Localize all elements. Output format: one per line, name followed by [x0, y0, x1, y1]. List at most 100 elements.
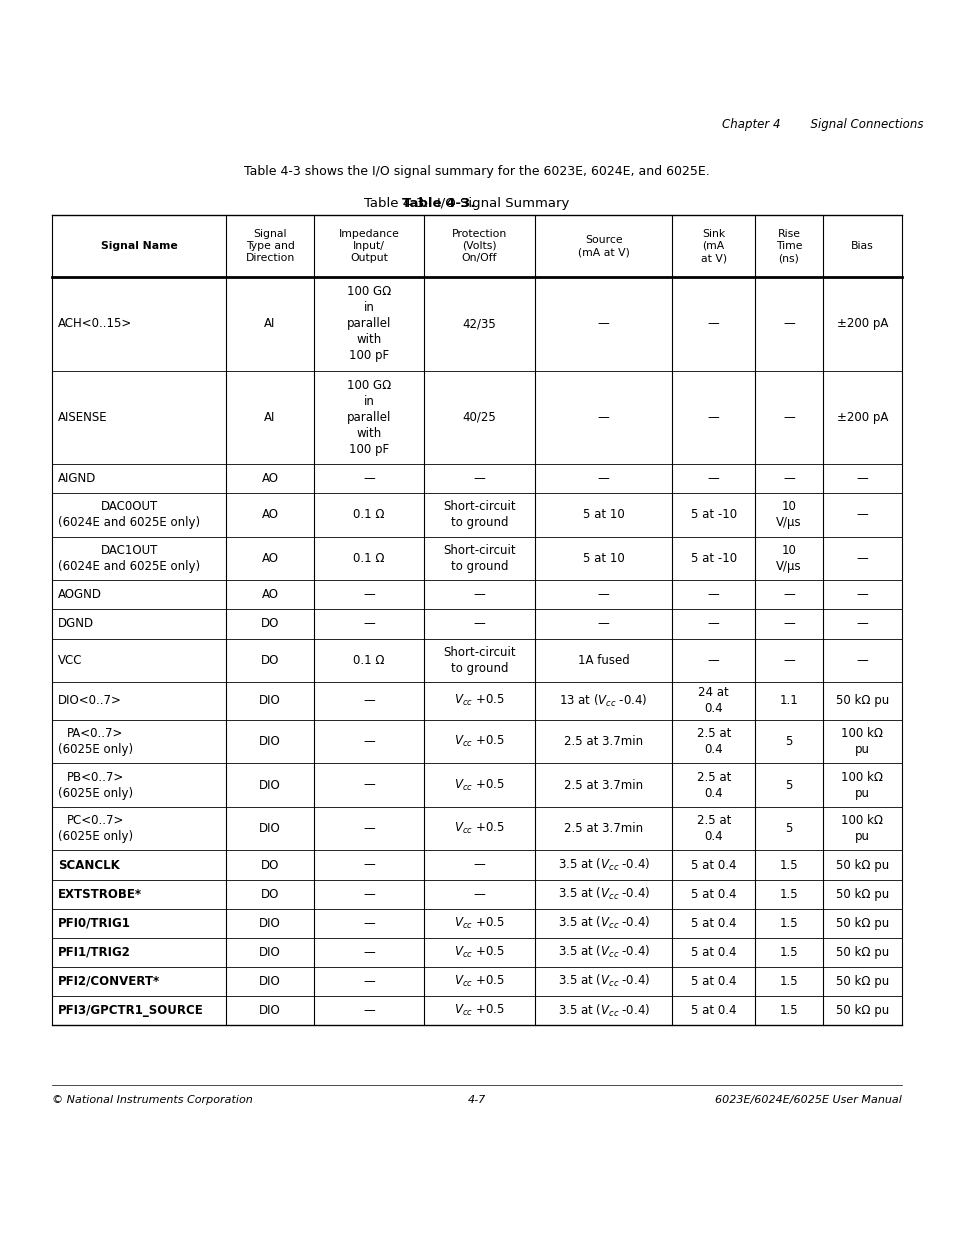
Text: —: —	[363, 618, 375, 631]
Text: —: —	[363, 974, 375, 988]
Text: DAC1OUT
(6024E and 6025E only): DAC1OUT (6024E and 6025E only)	[58, 545, 200, 573]
Text: $V_{cc}$ +0.5: $V_{cc}$ +0.5	[454, 693, 504, 709]
Text: AO: AO	[261, 472, 278, 485]
Text: 1.5: 1.5	[779, 1004, 798, 1016]
Text: DIO: DIO	[259, 1004, 280, 1016]
Text: 50 kΩ pu: 50 kΩ pu	[835, 694, 888, 708]
Text: 5: 5	[784, 778, 792, 792]
Text: DIO: DIO	[259, 694, 280, 708]
Text: 50 kΩ pu: 50 kΩ pu	[835, 974, 888, 988]
Text: Short-circuit
to ground: Short-circuit to ground	[443, 646, 516, 674]
Text: DO: DO	[260, 858, 279, 872]
Text: 5: 5	[784, 735, 792, 748]
Text: EXTSTROBE*: EXTSTROBE*	[58, 888, 142, 900]
Text: —: —	[363, 1004, 375, 1016]
Text: DIO: DIO	[259, 735, 280, 748]
Text: 50 kΩ pu: 50 kΩ pu	[835, 946, 888, 958]
Text: PFI0/TRIG1: PFI0/TRIG1	[58, 916, 131, 930]
Text: —: —	[707, 411, 719, 424]
Text: 2.5 at
0.4: 2.5 at 0.4	[696, 814, 730, 844]
Text: $V_{cc}$ +0.5: $V_{cc}$ +0.5	[454, 915, 504, 931]
Text: 10
V/μs: 10 V/μs	[776, 545, 801, 573]
Text: PA<0..7>
(6025E only): PA<0..7> (6025E only)	[58, 727, 133, 756]
Text: 2.5 at 3.7min: 2.5 at 3.7min	[563, 823, 642, 835]
Text: DIO<0..7>: DIO<0..7>	[58, 694, 122, 708]
Text: 40/25: 40/25	[462, 411, 496, 424]
Text: 2.5 at 3.7min: 2.5 at 3.7min	[563, 735, 642, 748]
Text: 10
V/μs: 10 V/μs	[776, 500, 801, 530]
Text: AOGND: AOGND	[58, 588, 102, 601]
Text: 4-7: 4-7	[467, 1095, 486, 1105]
Text: —: —	[363, 916, 375, 930]
Text: PFI3/GPCTR1_SOURCE: PFI3/GPCTR1_SOURCE	[58, 1004, 204, 1016]
Text: PFI1/TRIG2: PFI1/TRIG2	[58, 946, 131, 958]
Text: DIO: DIO	[259, 916, 280, 930]
Text: DIO: DIO	[259, 823, 280, 835]
Text: 100 kΩ
pu: 100 kΩ pu	[841, 771, 882, 799]
Text: —: —	[707, 472, 719, 485]
Text: —: —	[363, 472, 375, 485]
Text: Signal Name: Signal Name	[101, 241, 177, 251]
Text: —: —	[363, 778, 375, 792]
Text: 50 kΩ pu: 50 kΩ pu	[835, 916, 888, 930]
Text: PFI2/CONVERT*: PFI2/CONVERT*	[58, 974, 160, 988]
Text: DO: DO	[260, 653, 279, 667]
Text: 5 at 0.4: 5 at 0.4	[690, 888, 736, 900]
Text: 1A fused: 1A fused	[578, 653, 629, 667]
Text: 50 kΩ pu: 50 kΩ pu	[835, 888, 888, 900]
Text: —: —	[474, 858, 485, 872]
Text: 3.5 at ($V_{cc}$ -0.4): 3.5 at ($V_{cc}$ -0.4)	[557, 1003, 649, 1019]
Text: 1.5: 1.5	[779, 888, 798, 900]
Text: 5 at 0.4: 5 at 0.4	[690, 974, 736, 988]
Text: —: —	[782, 653, 794, 667]
Text: $V_{cc}$ +0.5: $V_{cc}$ +0.5	[454, 974, 504, 989]
Text: —: —	[782, 588, 794, 601]
Text: $V_{cc}$ +0.5: $V_{cc}$ +0.5	[454, 945, 504, 960]
Text: —: —	[856, 472, 867, 485]
Text: —: —	[474, 588, 485, 601]
Text: —: —	[856, 552, 867, 566]
Text: DIO: DIO	[259, 946, 280, 958]
Text: 1.1: 1.1	[779, 694, 798, 708]
Text: —: —	[363, 858, 375, 872]
Text: Table 4-3 shows the I/O signal summary for the 6023E, 6024E, and 6025E.: Table 4-3 shows the I/O signal summary f…	[244, 165, 709, 178]
Text: ACH<0..15>: ACH<0..15>	[58, 317, 132, 330]
Text: 3.5 at ($V_{cc}$ -0.4): 3.5 at ($V_{cc}$ -0.4)	[557, 857, 649, 873]
Text: —: —	[363, 735, 375, 748]
Text: 5 at -10: 5 at -10	[690, 509, 736, 521]
Text: —: —	[598, 472, 609, 485]
Text: 0.1 Ω: 0.1 Ω	[353, 509, 384, 521]
Text: $V_{cc}$ +0.5: $V_{cc}$ +0.5	[454, 821, 504, 836]
Text: 5 at 0.4: 5 at 0.4	[690, 1004, 736, 1016]
Text: 0.1 Ω: 0.1 Ω	[353, 552, 384, 566]
Text: DO: DO	[260, 888, 279, 900]
Text: —: —	[598, 588, 609, 601]
Text: DAC0OUT
(6024E and 6025E only): DAC0OUT (6024E and 6025E only)	[58, 500, 200, 530]
Text: Short-circuit
to ground: Short-circuit to ground	[443, 545, 516, 573]
Text: PC<0..7>
(6025E only): PC<0..7> (6025E only)	[58, 814, 133, 844]
Text: 5 at 10: 5 at 10	[582, 552, 624, 566]
Text: —: —	[782, 411, 794, 424]
Text: 1.5: 1.5	[779, 916, 798, 930]
Text: ±200 pA: ±200 pA	[836, 411, 887, 424]
Text: —: —	[707, 653, 719, 667]
Text: AI: AI	[264, 411, 275, 424]
Text: DIO: DIO	[259, 778, 280, 792]
Text: —: —	[707, 618, 719, 631]
Text: 5 at 0.4: 5 at 0.4	[690, 946, 736, 958]
Text: Bias: Bias	[850, 241, 873, 251]
Text: 5 at 0.4: 5 at 0.4	[690, 916, 736, 930]
Text: —: —	[856, 653, 867, 667]
Text: 3.5 at ($V_{cc}$ -0.4): 3.5 at ($V_{cc}$ -0.4)	[557, 885, 649, 902]
Text: —: —	[598, 411, 609, 424]
Text: —: —	[707, 588, 719, 601]
Text: PB<0..7>
(6025E only): PB<0..7> (6025E only)	[58, 771, 133, 799]
Text: SCANCLK: SCANCLK	[58, 858, 120, 872]
Text: AO: AO	[261, 552, 278, 566]
Text: Impedance
Input/
Output: Impedance Input/ Output	[338, 228, 399, 263]
Text: 2.5 at
0.4: 2.5 at 0.4	[696, 727, 730, 756]
Text: Table 4-3.  I/O Signal Summary: Table 4-3. I/O Signal Summary	[364, 198, 569, 210]
Text: DGND: DGND	[58, 618, 94, 631]
Text: 1.5: 1.5	[779, 858, 798, 872]
Text: —: —	[707, 317, 719, 330]
